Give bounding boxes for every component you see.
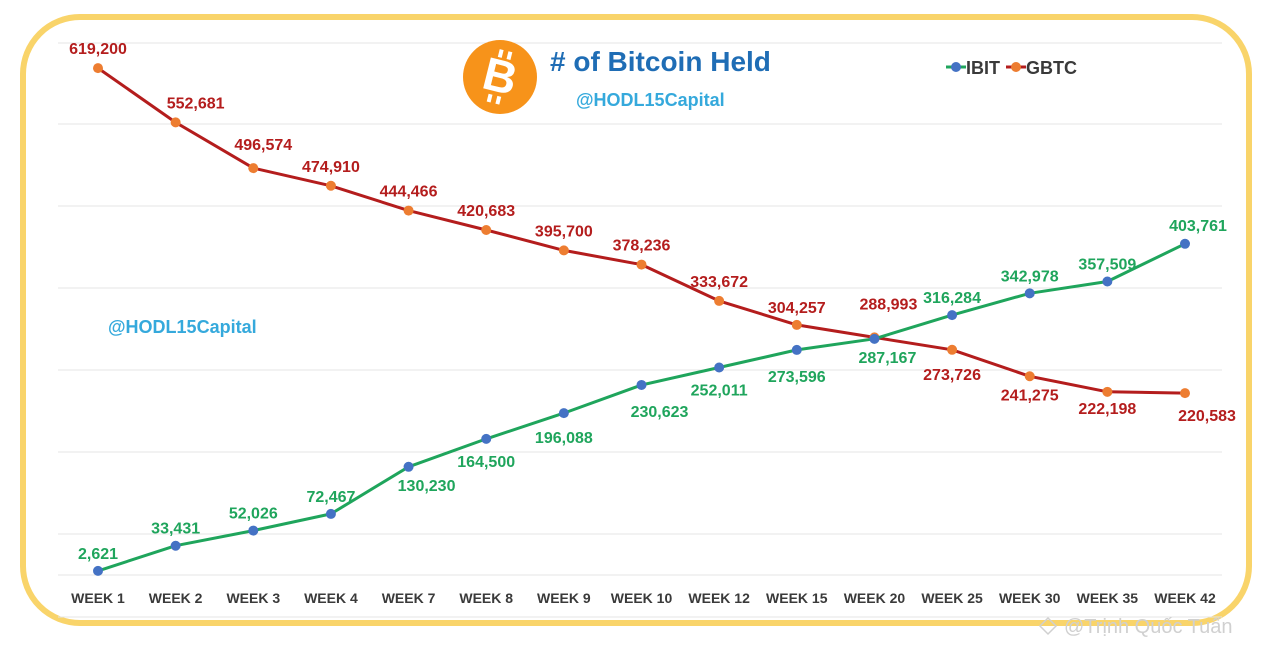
x-tick-label: WEEK 3	[226, 590, 280, 606]
x-tick-label: WEEK 30	[999, 590, 1061, 606]
legend: IBIT GBTC	[946, 58, 1077, 78]
diamond-mark-icon	[1038, 616, 1058, 636]
x-axis: WEEK 1 WEEK 2 WEEK 3 WEEK 4 WEEK 7 WEEK 8 WEEK…	[71, 590, 1216, 606]
x-tick-label: WEEK 8	[459, 590, 513, 606]
x-tick-label: WEEK 7	[382, 590, 436, 606]
watermark: @Trịnh Quốc Tuấn	[1038, 616, 1233, 638]
data-point-gbtc	[1024, 371, 1035, 382]
data-label-ibit: 357,509	[1078, 256, 1136, 273]
data-label-ibit: 230,623	[631, 404, 689, 421]
handle-top: @HODL15Capital	[576, 90, 725, 110]
x-tick-label: WEEK 42	[1154, 590, 1216, 606]
data-label-ibit: 287,167	[859, 350, 917, 367]
x-tick-label: WEEK 25	[921, 590, 983, 606]
data-point-gbtc	[1180, 388, 1190, 399]
data-label-gbtc: 288,993	[860, 296, 918, 313]
series-layer: 619,200 552,681 496,574 474,910 444,466 420,6…	[69, 41, 1236, 576]
data-point-ibit	[558, 408, 569, 419]
data-point-ibit	[1180, 238, 1190, 249]
data-point-ibit	[1024, 288, 1035, 299]
data-point-ibit	[403, 461, 414, 472]
legend-ibit-marker	[951, 62, 961, 72]
data-point-ibit	[481, 433, 492, 444]
x-tick-label: WEEK 12	[688, 590, 750, 606]
data-label-gbtc: 552,681	[167, 95, 225, 112]
data-point-ibit	[93, 565, 103, 576]
data-point-ibit	[325, 508, 336, 519]
data-label-gbtc: 496,574	[234, 137, 292, 154]
data-point-gbtc	[791, 319, 802, 330]
x-tick-label: WEEK 4	[304, 590, 358, 606]
data-point-ibit	[1102, 276, 1113, 287]
data-label-ibit: 2,621	[78, 546, 118, 563]
data-label-ibit: 403,761	[1169, 218, 1227, 235]
x-tick-label: WEEK 9	[537, 590, 591, 606]
series-line-gbtc	[97, 66, 1186, 395]
data-label-ibit: 72,467	[306, 489, 355, 506]
data-label-ibit: 33,431	[151, 521, 200, 538]
data-point-ibit	[791, 344, 802, 355]
data-point-ibit	[714, 362, 725, 373]
data-label-ibit: 164,500	[457, 454, 515, 471]
data-point-ibit	[248, 525, 259, 536]
series-gbtc: 619,200 552,681 496,574 474,910 444,466 420,6…	[69, 41, 1236, 425]
grid-lines	[58, 42, 1222, 618]
data-point-gbtc	[1102, 386, 1113, 397]
data-label-ibit: 316,284	[923, 290, 981, 307]
data-point-gbtc	[714, 295, 725, 306]
data-label-ibit: 52,026	[229, 506, 278, 523]
x-tick-label: WEEK 10	[611, 590, 673, 606]
data-label-gbtc: 241,275	[1001, 387, 1059, 404]
data-label-ibit: 273,596	[768, 369, 826, 386]
x-tick-label: WEEK 15	[766, 590, 828, 606]
data-point-gbtc	[170, 117, 181, 128]
data-label-gbtc: 273,726	[923, 367, 981, 384]
x-tick-label: WEEK 2	[149, 590, 203, 606]
data-label-gbtc: 395,700	[535, 223, 593, 240]
data-point-ibit	[170, 540, 181, 551]
data-point-ibit	[947, 310, 958, 321]
data-point-ibit	[636, 379, 647, 390]
data-label-ibit: 252,011	[691, 383, 748, 400]
legend-gbtc-marker	[1011, 62, 1021, 72]
data-point-gbtc	[403, 205, 414, 216]
legend-ibit: IBIT	[966, 58, 1000, 78]
x-tick-label: WEEK 35	[1077, 590, 1139, 606]
chart-title: # of Bitcoin Held	[550, 46, 771, 77]
data-label-gbtc: 378,236	[613, 238, 671, 255]
x-tick-label: WEEK 20	[844, 590, 906, 606]
data-label-gbtc: 420,683	[457, 203, 515, 220]
data-point-gbtc	[636, 259, 647, 270]
data-point-gbtc	[93, 63, 103, 74]
legend-gbtc: GBTC	[1026, 58, 1077, 78]
data-label-ibit: 130,230	[398, 478, 456, 495]
watermark-text: @Trịnh Quốc Tuấn	[1064, 616, 1233, 638]
data-label-gbtc: 222,198	[1078, 401, 1136, 418]
data-point-gbtc	[248, 163, 259, 174]
data-point-gbtc	[947, 344, 958, 355]
chart-frame	[20, 14, 1252, 626]
x-tick-label: WEEK 1	[71, 590, 125, 606]
data-point-gbtc	[325, 180, 336, 191]
handle-left: @HODL15Capital	[108, 317, 257, 337]
data-label-gbtc: 444,466	[380, 184, 438, 201]
data-point-ibit	[869, 333, 880, 344]
data-point-gbtc	[481, 224, 492, 235]
bitcoin-logo-icon: B	[463, 40, 537, 114]
data-label-gbtc: 220,583	[1178, 408, 1236, 425]
data-label-ibit: 342,978	[1001, 268, 1059, 285]
data-point-gbtc	[558, 245, 569, 256]
data-label-gbtc: 304,257	[768, 300, 826, 317]
data-label-ibit: 196,088	[535, 430, 593, 447]
data-label-gbtc: 619,200	[69, 41, 127, 58]
data-label-gbtc: 474,910	[302, 159, 360, 176]
data-label-gbtc: 333,672	[690, 274, 748, 291]
